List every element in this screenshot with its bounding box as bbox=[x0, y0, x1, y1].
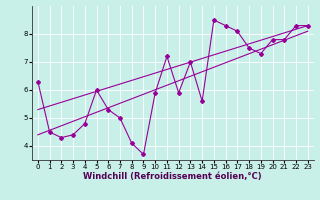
X-axis label: Windchill (Refroidissement éolien,°C): Windchill (Refroidissement éolien,°C) bbox=[84, 172, 262, 181]
